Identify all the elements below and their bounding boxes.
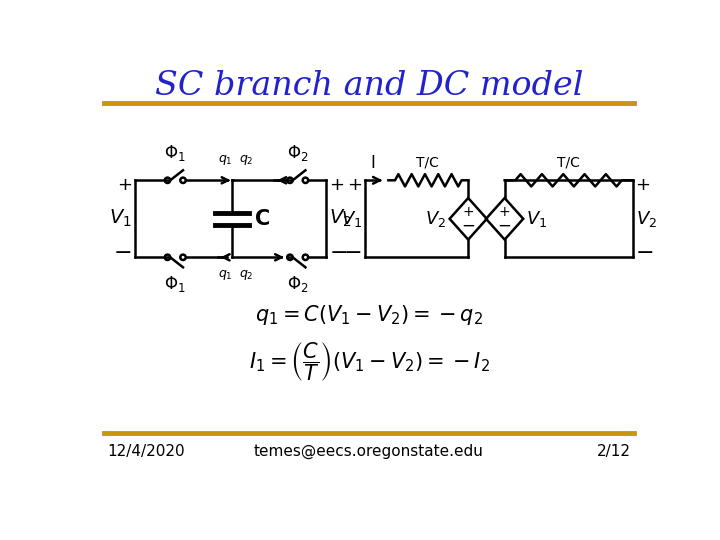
Text: $V_1$: $V_1$ — [526, 209, 547, 229]
Text: +: + — [499, 205, 510, 219]
Text: $\Phi_1$: $\Phi_1$ — [164, 274, 186, 294]
Text: $q_1 = C(V_1 - V_2) = -q_2$: $q_1 = C(V_1 - V_2) = -q_2$ — [255, 303, 483, 327]
Text: $I_1 = \left(\dfrac{C}{T}\right)(V_1 - V_2) = -I_2$: $I_1 = \left(\dfrac{C}{T}\right)(V_1 - V… — [248, 340, 490, 383]
Text: I: I — [370, 154, 375, 172]
Text: T/C: T/C — [557, 156, 580, 170]
Text: SC branch and DC model: SC branch and DC model — [155, 70, 583, 103]
Text: C: C — [255, 209, 270, 229]
Text: −: − — [343, 244, 362, 264]
Text: $q_2$: $q_2$ — [238, 153, 253, 167]
Text: $V_2$: $V_2$ — [426, 209, 446, 229]
Text: $V_1$: $V_1$ — [109, 208, 132, 230]
Text: +: + — [636, 176, 651, 194]
Text: −: − — [498, 217, 512, 235]
Text: −: − — [636, 244, 654, 264]
Text: +: + — [462, 205, 474, 219]
Text: $q_1$: $q_1$ — [218, 153, 233, 167]
Text: −: − — [462, 217, 475, 235]
Text: $V_2$: $V_2$ — [636, 209, 657, 229]
Text: $V_1$: $V_1$ — [341, 209, 362, 229]
Text: 12/4/2020: 12/4/2020 — [107, 444, 184, 459]
Text: 2/12: 2/12 — [597, 444, 631, 459]
Text: +: + — [330, 176, 344, 194]
Text: −: − — [113, 244, 132, 264]
Text: +: + — [117, 176, 132, 194]
Text: $\Phi_2$: $\Phi_2$ — [287, 274, 308, 294]
Text: $q_1$: $q_1$ — [218, 268, 233, 282]
Text: +: + — [347, 176, 362, 194]
Text: $\Phi_1$: $\Phi_1$ — [164, 143, 186, 164]
Text: $q_2$: $q_2$ — [238, 268, 253, 282]
Text: temes@eecs.oregonstate.edu: temes@eecs.oregonstate.edu — [254, 444, 484, 459]
Text: −: − — [330, 244, 348, 264]
Text: T/C: T/C — [416, 156, 439, 170]
Text: $\Phi_2$: $\Phi_2$ — [287, 143, 308, 164]
Text: $V_2$: $V_2$ — [330, 208, 352, 230]
